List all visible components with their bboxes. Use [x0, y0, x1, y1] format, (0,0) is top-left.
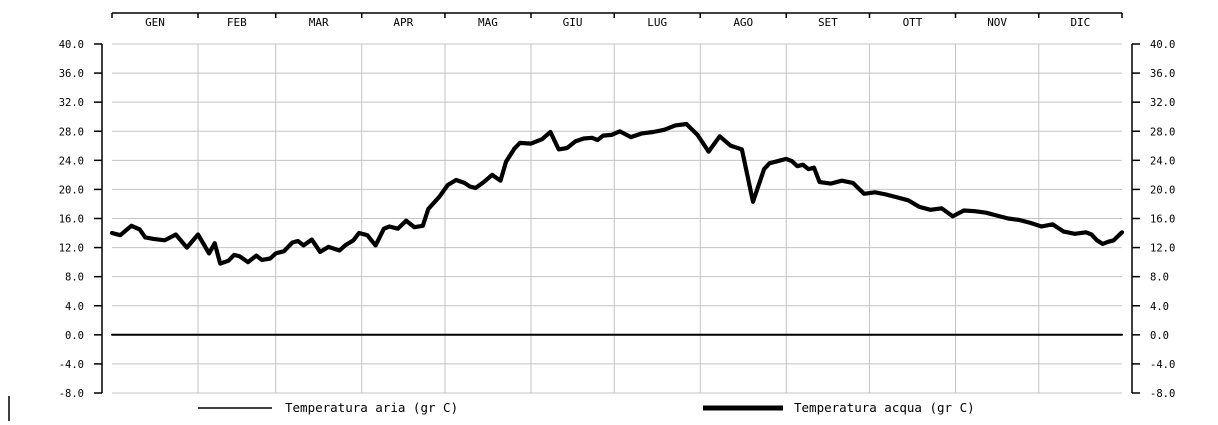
y-tick-label-right: 12.0	[1150, 243, 1175, 255]
y-tick-label-left: 16.0	[59, 214, 84, 226]
y-tick-label-left: 28.0	[59, 126, 84, 138]
y-tick-label-right: 40.0	[1150, 39, 1175, 51]
y-tick-label-right: -4.0	[1150, 359, 1175, 371]
y-tick-label-left: 24.0	[59, 155, 84, 167]
month-label: GIU	[563, 16, 583, 29]
y-tick-label-right: 0.0	[1150, 330, 1169, 342]
y-tick-label-left: 32.0	[59, 97, 84, 109]
y-tick-label-right: 36.0	[1150, 68, 1175, 80]
grid-layer	[112, 43, 1122, 394]
series-layer	[109, 121, 1125, 336]
legend: Temperatura aria (gr C) Temperatura acqua…	[198, 400, 975, 415]
y-tick-label-left: -8.0	[59, 388, 84, 400]
axes-layer: 40.0 40.0 36.0 36.0 32.0 32.0 28.0 28.0 24.0 24.0…	[8, 12, 1175, 421]
y-tick-label-left: 0.0	[65, 330, 84, 342]
month-label: MAG	[478, 16, 498, 29]
y-tick-label-left: 12.0	[59, 243, 84, 255]
y-tick-label-right: 28.0	[1150, 126, 1175, 138]
month-label: LUG	[647, 16, 667, 29]
month-label: OTT	[903, 16, 923, 29]
month-label: DIC	[1070, 16, 1090, 29]
legend-label-water: Temperatura acqua (gr C)	[794, 400, 975, 415]
y-tick-label-left: 36.0	[59, 68, 84, 80]
month-label: APR	[393, 16, 413, 29]
month-label: FEB	[227, 16, 247, 29]
month-label: MAR	[309, 16, 329, 29]
y-tick-label-left: -4.0	[59, 359, 84, 371]
y-tick-label-right: 32.0	[1150, 97, 1175, 109]
y-tick-label-left: 8.0	[65, 272, 84, 284]
month-label: NOV	[987, 16, 1007, 29]
y-tick-label-right: 24.0	[1150, 155, 1175, 167]
month-label: SET	[818, 16, 838, 29]
y-tick-label-right: 16.0	[1150, 214, 1175, 226]
y-tick-label-right: 20.0	[1150, 184, 1175, 196]
series-line-water	[109, 121, 1125, 266]
y-tick-label-left: 4.0	[65, 301, 84, 313]
month-label: GEN	[145, 16, 165, 29]
y-tick-label-left: 40.0	[59, 39, 84, 51]
y-tick-label-left: 20.0	[59, 184, 84, 196]
legend-label-air: Temperatura aria (gr C)	[285, 400, 458, 415]
y-tick-label-right: 4.0	[1150, 301, 1169, 313]
y-tick-label-right: -8.0	[1150, 388, 1175, 400]
month-labels: GEN FEB MAR APR MAG GIU LUG AGO SET OTT NOV DIC	[145, 16, 1090, 29]
month-label: AGO	[733, 16, 753, 29]
y-tick-label-right: 8.0	[1150, 272, 1169, 284]
